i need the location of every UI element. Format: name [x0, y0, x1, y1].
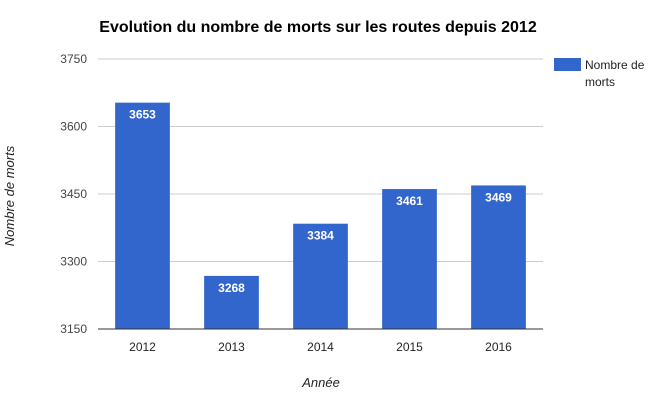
y-axis-title: Nombre de morts [2, 145, 17, 246]
data-label-2015: 3461 [396, 194, 423, 208]
chart-title: Evolution du nombre de morts sur les rou… [99, 19, 537, 36]
x-axis-title: Année [301, 375, 340, 390]
y-tick-label: 3150 [60, 322, 87, 336]
x-tick-label-2015: 2015 [396, 340, 423, 354]
x-tick-label-2013: 2013 [218, 340, 245, 354]
y-tick-label: 3300 [60, 255, 87, 269]
legend: Nombre de morts [554, 58, 645, 89]
data-label-2016: 3469 [485, 190, 512, 204]
y-tick-label: 3450 [60, 187, 87, 201]
bar-2012 [115, 102, 170, 330]
legend-label-line1: Nombre de [585, 58, 645, 72]
data-label-2013: 3268 [218, 281, 245, 295]
x-tick-label-2014: 2014 [307, 340, 334, 354]
data-label-2014: 3384 [307, 229, 334, 243]
x-tick-label-2012: 2012 [129, 340, 156, 354]
x-axis-ticks: 2012 2013 2014 2015 2016 [129, 340, 512, 354]
bar-2015 [382, 189, 437, 329]
bar-2016 [471, 185, 526, 329]
legend-label-line2: morts [585, 75, 615, 89]
data-label-2012: 3653 [129, 108, 156, 122]
data-labels: 3653 3268 3384 3461 3469 [129, 108, 512, 295]
x-tick-label-2016: 2016 [485, 340, 512, 354]
y-tick-label: 3600 [60, 120, 87, 134]
legend-swatch [554, 58, 581, 71]
bars [115, 102, 526, 330]
bar-2014 [293, 223, 348, 329]
y-tick-label: 3750 [60, 52, 87, 66]
bar-2013 [204, 275, 259, 329]
y-axis-ticks: 3150 3300 3450 3600 3750 [60, 52, 87, 336]
